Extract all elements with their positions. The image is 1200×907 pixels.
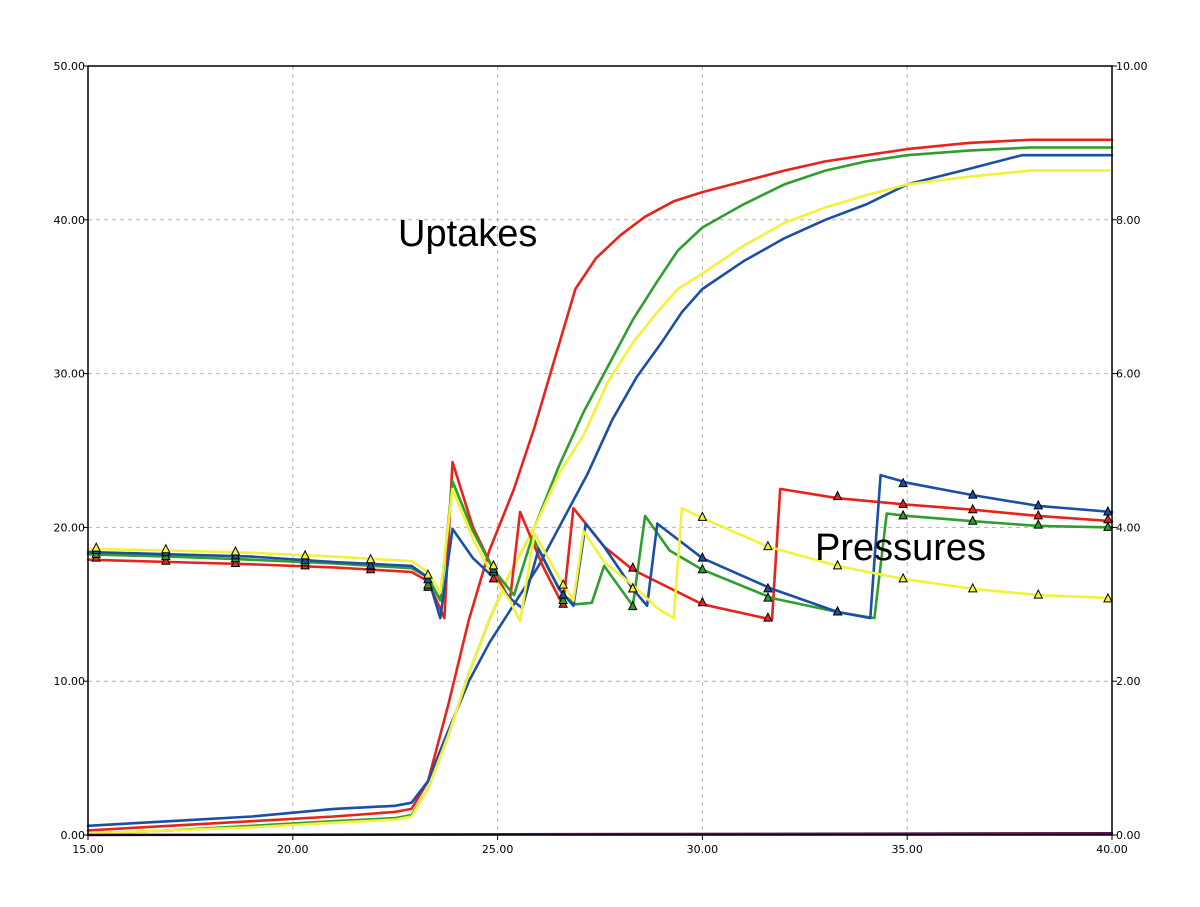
pressure-yellow-marker: [1033, 588, 1044, 599]
pressure-green-marker: [763, 592, 773, 602]
pressure-green-marker: [1033, 518, 1044, 529]
x-tick-label: 15.00: [72, 843, 104, 856]
pressure-blue-marker: [967, 488, 978, 499]
pressure-red-marker: [488, 572, 499, 583]
pressure-green-marker: [558, 594, 568, 604]
y-tick-label: 50.00: [54, 60, 86, 73]
plot-frame: [87, 65, 1113, 836]
uptake-blue-line: [86, 153, 1114, 828]
uptakes-annotation: Uptakes: [398, 213, 537, 255]
pressure-yellow-marker: [488, 559, 499, 570]
triangle-markers: [91, 477, 1113, 622]
pressure-yellow-marker: [161, 543, 171, 554]
pressure-green-marker: [898, 509, 908, 520]
series-lines: [86, 138, 1114, 837]
x-tick-label: 35.00: [891, 843, 923, 856]
pressure-yellow-marker: [365, 553, 376, 564]
pressure-yellow-line: [86, 487, 1114, 623]
pressure-blue-line: [86, 473, 1114, 620]
tick-labels: 15.00 20.00 25.00 30.00 35.00 40.000.0010.002…: [54, 60, 1148, 856]
x-tick-label: 25.00: [482, 843, 514, 856]
pressure-yellow-marker: [832, 559, 843, 570]
pressure-green-marker: [423, 578, 433, 589]
pressure-yellow-marker: [230, 545, 241, 556]
pressure-green-marker: [1103, 521, 1113, 531]
pressure-green-marker: [697, 563, 708, 574]
pressure-blue-marker: [832, 605, 843, 616]
pressure-red-marker: [627, 562, 638, 572]
y2-tick-label: 4.00: [1116, 521, 1141, 534]
pressure-green-marker: [627, 600, 638, 611]
axis-ticks: [83, 65, 1117, 840]
grid-lines: [88, 66, 1112, 835]
pressures-annotation: Pressures: [815, 527, 986, 569]
pressure-green-marker: [967, 515, 978, 525]
pressure-yellow-marker: [967, 582, 978, 593]
pressure-blue-marker: [365, 559, 376, 570]
pressure-blue-marker: [423, 573, 433, 584]
pressure-red-marker: [832, 490, 843, 501]
pressure-red-marker: [967, 503, 978, 514]
pressure-blue-marker: [697, 552, 708, 562]
x-tick-label: 40.00: [1096, 843, 1128, 856]
y-tick-label: 30.00: [54, 368, 86, 381]
pressure-red-marker: [161, 555, 171, 565]
pressure-red-marker: [763, 612, 773, 622]
y-tick-label: 40.00: [54, 214, 86, 227]
pressure-blue-marker: [558, 588, 568, 599]
pressure-blue-marker: [1033, 499, 1044, 510]
pressure-blue-marker: [763, 582, 773, 593]
y2-tick-label: 2.00: [1116, 675, 1141, 688]
y2-tick-label: 8.00: [1116, 214, 1141, 227]
pressure-yellow-marker: [423, 568, 433, 579]
y-tick-label: 0.00: [61, 829, 86, 842]
pressure-yellow-marker: [697, 511, 708, 521]
y-tick-label: 10.00: [54, 675, 86, 688]
pressure-red-marker: [898, 498, 908, 508]
y2-tick-label: 10.00: [1116, 60, 1148, 73]
pressure-blue-marker: [300, 554, 310, 564]
uptake-yellow-line: [86, 169, 1114, 835]
y2-tick-label: 0.00: [1116, 829, 1141, 842]
x-tick-label: 20.00: [277, 843, 309, 856]
uptake-red-line: [86, 138, 1114, 832]
y2-tick-label: 6.00: [1116, 368, 1141, 381]
x-tick-label: 30.00: [687, 843, 719, 856]
pressure-yellow-marker: [300, 549, 310, 560]
pressure-yellow-marker: [627, 582, 638, 593]
uptake-green-line: [86, 146, 1114, 835]
pressure-yellow-marker: [1103, 592, 1113, 603]
pressure-red-marker: [1033, 509, 1044, 520]
pressure-yellow-marker: [898, 572, 908, 583]
pressure-yellow-marker: [91, 542, 102, 552]
pressure-yellow-marker: [763, 540, 773, 551]
pressure-yellow-marker: [558, 578, 568, 589]
y-tick-label: 20.00: [54, 521, 86, 534]
pressure-red-marker: [697, 596, 708, 607]
pressure-blue-marker: [1103, 505, 1113, 516]
pressure-red-marker: [230, 557, 241, 568]
pressure-blue-marker: [898, 477, 908, 488]
